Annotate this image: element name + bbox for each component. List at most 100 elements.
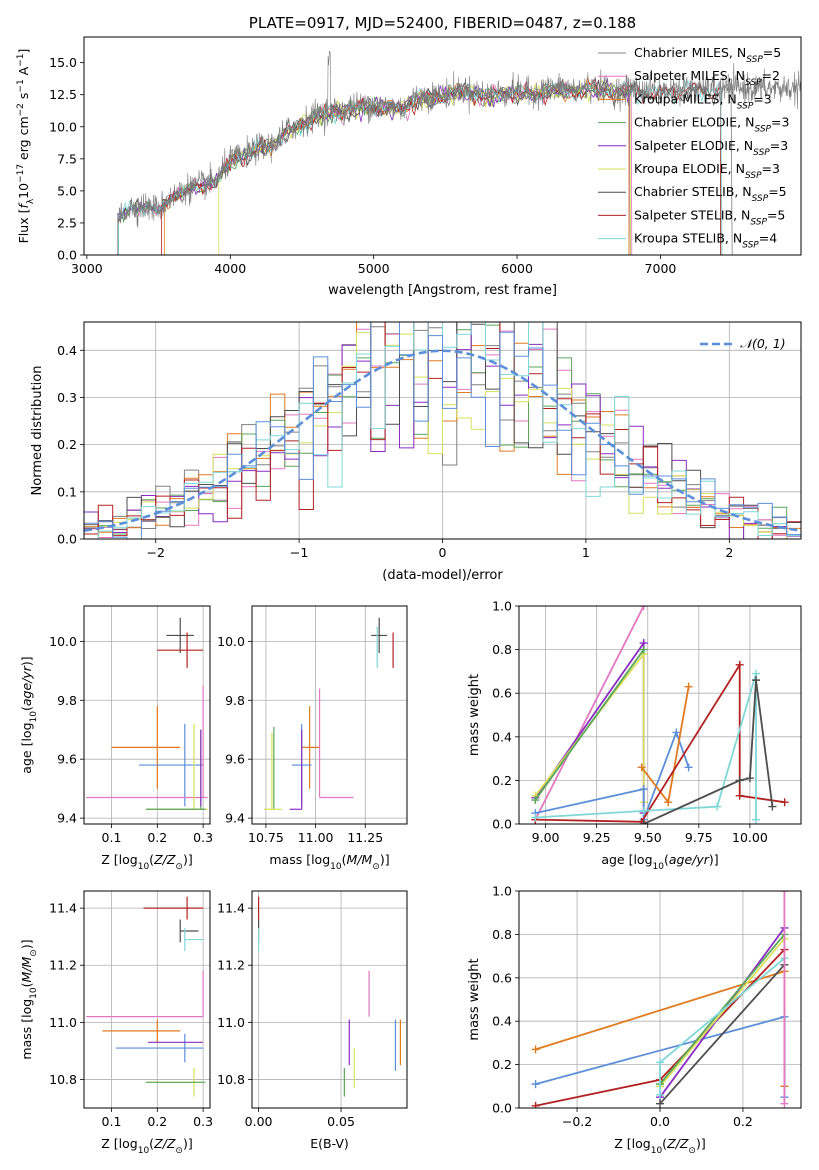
weight-point-marker bbox=[531, 1045, 540, 1054]
axes-frame bbox=[518, 605, 802, 825]
grid-age_vs_mass bbox=[252, 606, 407, 824]
y-tick-label: 10.8 bbox=[217, 1072, 245, 1087]
x-tick-label: 7000 bbox=[645, 261, 677, 276]
x-tick-label: 0.2 bbox=[147, 830, 167, 845]
weight-point-marker bbox=[672, 728, 681, 737]
y-tick-label: 9.6 bbox=[57, 752, 77, 767]
weight-point-marker bbox=[780, 1099, 789, 1108]
weight-point-marker bbox=[639, 820, 648, 824]
axes-weight_vs_age: 9.00 9.25 9.50 9.75 10.00 0.0 0.2 0.4 0.6 0.8 1.0 a… bbox=[467, 599, 802, 872]
plot-area-weight_vs_age bbox=[531, 606, 789, 824]
gaussian-reference-curve bbox=[84, 349, 801, 532]
axis-frame-mass_vs_Z: 0.1 0.2 0.3 10.8 11.0 11.2 11.4 Z [log10(Z/Z⊙)]… bbox=[19, 890, 213, 1156]
axis-frame-mass_vs_ebv: 0.00 0.05 10.8 11.0 11.2 11.4 E(B-V) bbox=[217, 890, 408, 1151]
legend-entry: Salpeter STELIB, NSSP=5 bbox=[634, 207, 785, 227]
weight-point-marker bbox=[656, 1058, 664, 1067]
weight-point-marker bbox=[637, 763, 646, 772]
plot-area-age_vs_mass bbox=[263, 617, 394, 810]
y-tick-label: 9.4 bbox=[225, 811, 245, 826]
grid-mass_vs_ebv bbox=[252, 891, 407, 1108]
y-tick-label: 11.4 bbox=[49, 901, 77, 916]
legend-entry: Salpeter ELODIE, NSSP=3 bbox=[634, 138, 788, 158]
weight-point-marker bbox=[531, 796, 540, 805]
y-tick-label: 2.5 bbox=[57, 215, 77, 230]
weight-point-marker bbox=[664, 798, 673, 807]
weight-point-marker bbox=[684, 763, 693, 772]
x-tick-label: 0.2 bbox=[733, 1114, 753, 1129]
weight-series-line bbox=[659, 957, 785, 1095]
x-axis-label: mass [log10(M/M⊙)] bbox=[269, 852, 389, 872]
y-tick-label: 0.3 bbox=[57, 390, 77, 405]
weight-point-marker bbox=[531, 1101, 540, 1108]
x-tick-label: −2 bbox=[146, 545, 164, 560]
axes-mass_vs_ebv: 0.00 0.05 10.8 11.0 11.2 11.4 E(B-V) bbox=[217, 890, 408, 1151]
axis-frame-weight_vs_Z: −0.2 0.0 0.2 0.0 0.2 0.4 0.6 0.8 1.0 Z [log10(Z/Z… bbox=[467, 884, 802, 1156]
y-tick-label: 0.2 bbox=[492, 773, 512, 788]
grid-mass_vs_Z bbox=[84, 891, 210, 1108]
y-tick-label: 10.0 bbox=[217, 634, 245, 649]
weight-series-line bbox=[643, 679, 774, 824]
axis-frame-spectrum: 3000 4000 5000 6000 7000 0.0 2.5 5.0 7.5 10.0 12.5… bbox=[16, 14, 802, 298]
y-tick-label: 11.2 bbox=[217, 958, 245, 973]
y-tick-label: 11.0 bbox=[217, 1015, 245, 1030]
weight-point-marker bbox=[639, 806, 648, 815]
legend-entry: Salpeter MILES, NSSP=2 bbox=[634, 68, 780, 88]
weight-point-marker bbox=[639, 645, 648, 654]
x-tick-label: 10.75 bbox=[248, 830, 284, 845]
x-tick-label: 9.50 bbox=[634, 830, 662, 845]
plot-area-mass_vs_ebv bbox=[257, 896, 402, 1097]
weight-series-line bbox=[534, 606, 645, 821]
y-tick-label: 10.8 bbox=[49, 1072, 77, 1087]
y-axis-label: mass weight bbox=[467, 674, 482, 756]
y-tick-label: 0.4 bbox=[492, 1014, 512, 1029]
weight-point-marker bbox=[768, 802, 777, 811]
legend-entry: Kroupa STELIB, NSSP=4 bbox=[634, 231, 777, 251]
plot-area-residuals bbox=[84, 322, 801, 539]
weight-series-line bbox=[534, 649, 645, 801]
weight-point-marker bbox=[752, 676, 761, 685]
x-tick-label: −1 bbox=[290, 545, 308, 560]
grid-age_vs_Z bbox=[84, 606, 210, 824]
x-tick-label: 3000 bbox=[71, 261, 103, 276]
y-tick-label: 5.0 bbox=[57, 183, 77, 198]
y-tick-label: 0.0 bbox=[492, 817, 512, 832]
plot-area-spectrum bbox=[117, 50, 801, 255]
weight-point-marker bbox=[780, 798, 789, 807]
weight-point-marker bbox=[735, 660, 744, 669]
y-tick-label: 9.6 bbox=[225, 752, 245, 767]
x-tick-label: 0.3 bbox=[193, 1114, 213, 1129]
legend-entry: Kroupa ELODIE, NSSP=3 bbox=[634, 161, 780, 181]
y-tick-label: 0.4 bbox=[492, 729, 512, 744]
axes-frame bbox=[83, 605, 211, 825]
weight-point-marker bbox=[780, 891, 789, 895]
x-tick-label: 9.25 bbox=[583, 830, 611, 845]
legend-entry: Kroupa MILES, NSSP=3 bbox=[634, 91, 772, 111]
x-tick-label: 9.75 bbox=[685, 830, 713, 845]
weight-series-line bbox=[659, 964, 786, 1105]
weight-point-marker bbox=[656, 1099, 664, 1108]
axes-spectrum: 3000 4000 5000 6000 7000 0.0 2.5 5.0 7.5 10.0 12.5… bbox=[16, 14, 802, 298]
weight-point-marker bbox=[752, 815, 761, 824]
y-tick-label: 7.5 bbox=[57, 151, 77, 166]
x-tick-label: 0.1 bbox=[102, 1114, 122, 1129]
y-tick-label: 1.0 bbox=[492, 884, 512, 899]
x-tick-label: 0.1 bbox=[102, 830, 122, 845]
axes-frame bbox=[251, 890, 408, 1109]
y-tick-label: 1.0 bbox=[492, 599, 512, 614]
x-tick-label: 0 bbox=[439, 545, 447, 560]
x-axis-label: age [log10(age/yr)] bbox=[601, 852, 718, 872]
axis-frame-age_vs_mass: 10.75 11.00 11.25 9.4 9.6 9.8 10.0 mass [log10(… bbox=[217, 605, 408, 872]
x-tick-label: 9.00 bbox=[532, 830, 560, 845]
weight-point-marker bbox=[735, 791, 744, 800]
y-tick-label: 0.0 bbox=[57, 248, 77, 263]
axis-frame-residuals: −2 −1 0 1 2 0.0 0.1 0.2 0.3 0.4 (data-model)/error… bbox=[30, 321, 802, 583]
axes-age_vs_mass: 10.75 11.00 11.25 9.4 9.6 9.8 10.0 mass [log10(… bbox=[217, 605, 408, 872]
y-tick-label: 15.0 bbox=[49, 55, 77, 70]
x-axis-label: wavelength [Angstrom, rest frame] bbox=[328, 283, 557, 298]
x-tick-label: 5000 bbox=[358, 261, 390, 276]
x-tick-label: 2 bbox=[725, 545, 733, 560]
x-tick-label: −0.2 bbox=[562, 1114, 592, 1129]
y-tick-label: 10.0 bbox=[49, 119, 77, 134]
axes-frame bbox=[83, 36, 802, 256]
y-tick-label: 9.4 bbox=[57, 811, 77, 826]
